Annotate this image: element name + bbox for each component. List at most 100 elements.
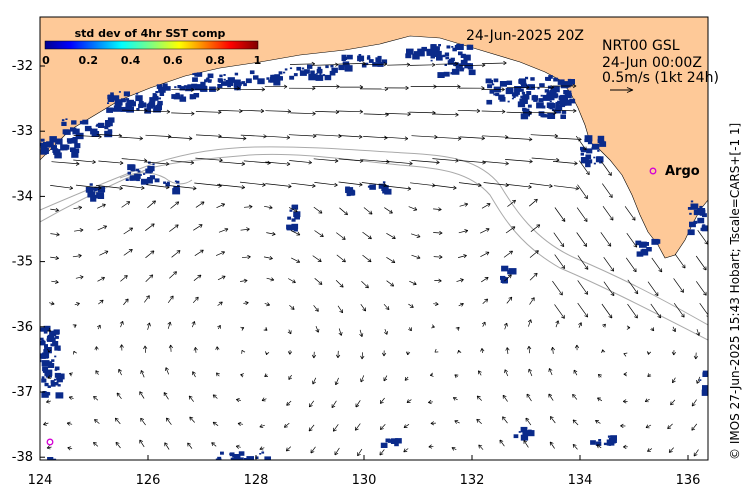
current-vector [195, 157, 223, 161]
current-vector-head [216, 372, 220, 377]
cloud-pixel [51, 463, 54, 466]
current-vector [119, 136, 143, 139]
current-vector-head [312, 111, 316, 116]
current-vector-head [150, 250, 155, 255]
current-vector-head [381, 352, 387, 357]
current-vector [434, 136, 462, 140]
cloud-pixel [507, 270, 513, 275]
current-vector-head [241, 185, 246, 190]
cloud-pixel [177, 85, 182, 89]
current-vector [290, 230, 301, 236]
cloud-pixel [192, 73, 195, 76]
cloud-pixel [46, 459, 54, 460]
cloud-pixel [560, 82, 569, 89]
current-vector [46, 446, 52, 449]
current-vector [481, 110, 506, 113]
cloud-pixel [27, 154, 30, 157]
current-vector [386, 280, 394, 287]
cloud-pixel [548, 103, 556, 109]
current-vector-head [550, 346, 555, 351]
x-axis: 124 126 128 130 132 134 136 [28, 455, 701, 488]
current-vector [192, 296, 199, 304]
cloud-pixel [217, 84, 223, 89]
cloud-pixel [378, 183, 386, 189]
cloud-pixel [143, 173, 146, 175]
current-vector [167, 321, 171, 329]
cloud-pixel [174, 86, 177, 89]
current-vector-head [199, 249, 204, 254]
x-tick-label: 136 [676, 473, 701, 488]
current-vector [266, 277, 274, 281]
cloud-pixel [47, 385, 51, 388]
current-vector-head [146, 322, 151, 327]
current-vector [456, 279, 464, 282]
cloud-pixel [518, 431, 521, 433]
current-vector-head [391, 259, 396, 264]
cloud-pixel [113, 105, 122, 112]
current-vector-head [478, 444, 483, 449]
current-vector [338, 63, 366, 65]
current-vector-head [293, 208, 298, 213]
current-vector [144, 345, 146, 353]
current-vector-head [240, 326, 245, 331]
current-vector-head [263, 134, 267, 139]
cloud-pixel [426, 48, 433, 54]
current-vector [576, 207, 588, 222]
cloud-pixel [697, 208, 706, 215]
current-vector-head [452, 396, 457, 401]
current-vector-head [99, 299, 104, 304]
cloud-pixel [545, 114, 550, 118]
current-vector [411, 160, 440, 163]
cloud-pixel [597, 149, 600, 152]
current-vector-head [166, 417, 170, 422]
current-vector-head [259, 446, 264, 451]
cloud-pixel [486, 99, 493, 105]
current-vector-head [499, 439, 504, 444]
current-vector [288, 278, 296, 284]
current-vector-head [670, 401, 674, 406]
time-label: 24-Jun 00:00Z [602, 55, 702, 71]
cloud-pixel [174, 180, 177, 183]
argo-label: Argo [665, 164, 700, 179]
cloud-pixel [136, 108, 140, 111]
cloud-pixel [304, 69, 310, 74]
current-vector-head [457, 136, 462, 141]
cloud-pixel [105, 131, 112, 137]
current-vector [428, 401, 433, 403]
cloud-pixel [702, 224, 706, 227]
cloud-pixel [382, 181, 386, 184]
current-vector [286, 446, 292, 452]
cloud-pixel [519, 88, 524, 92]
cloud-pixel [460, 59, 468, 66]
cloud-pixel [554, 108, 561, 114]
cloud-pixel [273, 79, 281, 86]
current-vector [97, 277, 105, 282]
cloud-pixel [166, 181, 170, 184]
cloud-pixel [590, 440, 596, 445]
cloud-pixel [525, 76, 529, 80]
current-vector-head [696, 332, 701, 336]
current-vector-head [584, 313, 589, 318]
current-vector-head [360, 378, 365, 383]
current-vector [603, 281, 615, 296]
cloud-pixel [446, 45, 451, 49]
cloud-pixel [606, 439, 615, 446]
current-vector-head [572, 393, 576, 398]
current-vector-head [702, 266, 707, 271]
cloud-pixel [390, 438, 398, 444]
current-vector-head [460, 278, 464, 283]
cloud-pixel [553, 95, 558, 99]
cloud-pixel [451, 68, 460, 75]
current-vector-head [262, 182, 266, 187]
current-vector-head [554, 133, 558, 139]
current-vector-head [212, 394, 217, 399]
cloud-pixel [537, 87, 540, 90]
current-vector-head [407, 186, 412, 191]
cloud-pixel [444, 64, 447, 66]
cloud-pixel [41, 376, 45, 379]
current-vector [360, 303, 366, 312]
cloud-pixel [137, 170, 141, 173]
cloud-pixel [230, 457, 237, 460]
current-vector [502, 416, 508, 424]
current-vector-head [672, 328, 677, 332]
